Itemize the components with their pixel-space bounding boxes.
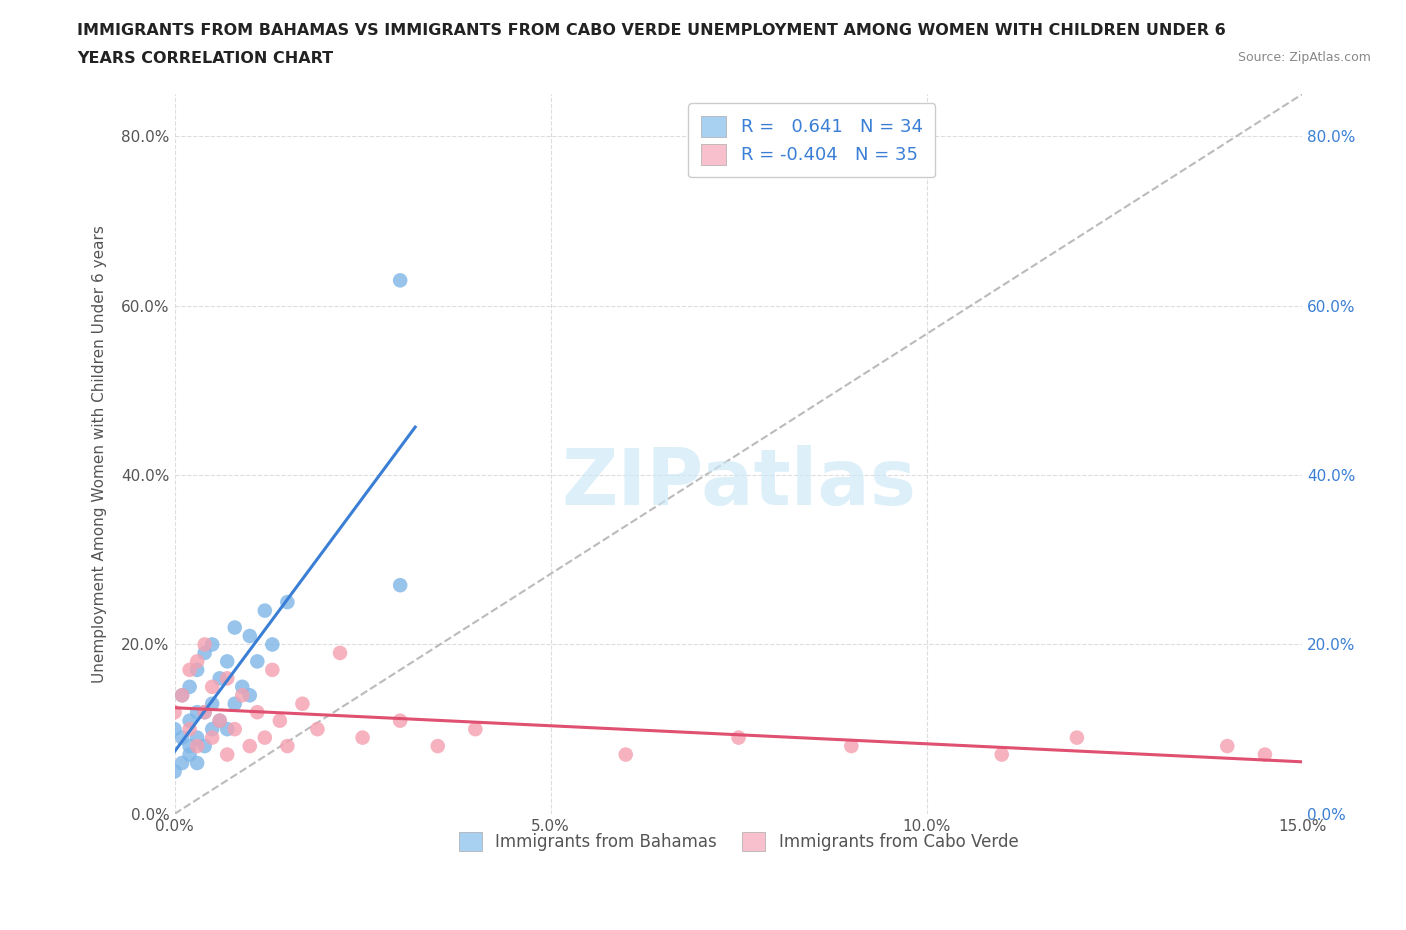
Point	[172, 730, 194, 745]
Point	[253, 604, 276, 618]
Point	[201, 730, 224, 745]
Point	[217, 747, 239, 762]
Point	[179, 713, 201, 728]
Point	[239, 738, 262, 753]
Point	[614, 747, 637, 762]
Y-axis label: Unemployment Among Women with Children Under 6 years: Unemployment Among Women with Children U…	[93, 225, 107, 683]
Point	[269, 713, 291, 728]
Point	[231, 680, 253, 695]
Point	[186, 705, 208, 720]
Point	[276, 738, 298, 753]
Point	[276, 594, 298, 609]
Point	[990, 747, 1012, 762]
Point	[217, 654, 239, 669]
Point	[253, 730, 276, 745]
Point	[179, 662, 201, 677]
Point	[194, 705, 217, 720]
Point	[246, 654, 269, 669]
Point	[217, 722, 239, 737]
Point	[201, 722, 224, 737]
Point	[217, 671, 239, 685]
Point	[839, 738, 862, 753]
Point	[201, 637, 224, 652]
Point	[186, 662, 208, 677]
Point	[194, 705, 217, 720]
Point	[201, 680, 224, 695]
Point	[727, 730, 749, 745]
Point	[172, 755, 194, 770]
Point	[208, 671, 231, 685]
Point	[194, 738, 217, 753]
Point	[291, 697, 314, 711]
Point	[224, 722, 246, 737]
Text: Source: ZipAtlas.com: Source: ZipAtlas.com	[1237, 51, 1371, 64]
Point	[389, 272, 412, 287]
Point	[389, 578, 412, 592]
Point	[246, 705, 269, 720]
Point	[208, 713, 231, 728]
Point	[172, 688, 194, 703]
Point	[186, 654, 208, 669]
Legend: Immigrants from Bahamas, Immigrants from Cabo Verde: Immigrants from Bahamas, Immigrants from…	[450, 824, 1026, 859]
Point	[231, 688, 253, 703]
Point	[1066, 730, 1088, 745]
Point	[329, 645, 352, 660]
Point	[179, 680, 201, 695]
Point	[224, 620, 246, 635]
Point	[163, 764, 186, 779]
Point	[224, 697, 246, 711]
Point	[208, 713, 231, 728]
Point	[239, 688, 262, 703]
Point	[201, 697, 224, 711]
Point	[186, 730, 208, 745]
Point	[179, 738, 201, 753]
Point	[1254, 747, 1277, 762]
Text: YEARS CORRELATION CHART: YEARS CORRELATION CHART	[77, 51, 333, 66]
Text: ZIPatlas: ZIPatlas	[561, 445, 917, 521]
Point	[352, 730, 374, 745]
Point	[163, 722, 186, 737]
Point	[194, 645, 217, 660]
Point	[307, 722, 329, 737]
Point	[239, 629, 262, 644]
Point	[464, 722, 486, 737]
Point	[163, 705, 186, 720]
Point	[389, 713, 412, 728]
Point	[186, 738, 208, 753]
Point	[186, 755, 208, 770]
Point	[262, 637, 284, 652]
Point	[426, 738, 449, 753]
Text: IMMIGRANTS FROM BAHAMAS VS IMMIGRANTS FROM CABO VERDE UNEMPLOYMENT AMONG WOMEN W: IMMIGRANTS FROM BAHAMAS VS IMMIGRANTS FR…	[77, 23, 1226, 38]
Point	[1216, 738, 1239, 753]
Point	[172, 688, 194, 703]
Point	[179, 722, 201, 737]
Point	[194, 637, 217, 652]
Point	[262, 662, 284, 677]
Point	[179, 747, 201, 762]
